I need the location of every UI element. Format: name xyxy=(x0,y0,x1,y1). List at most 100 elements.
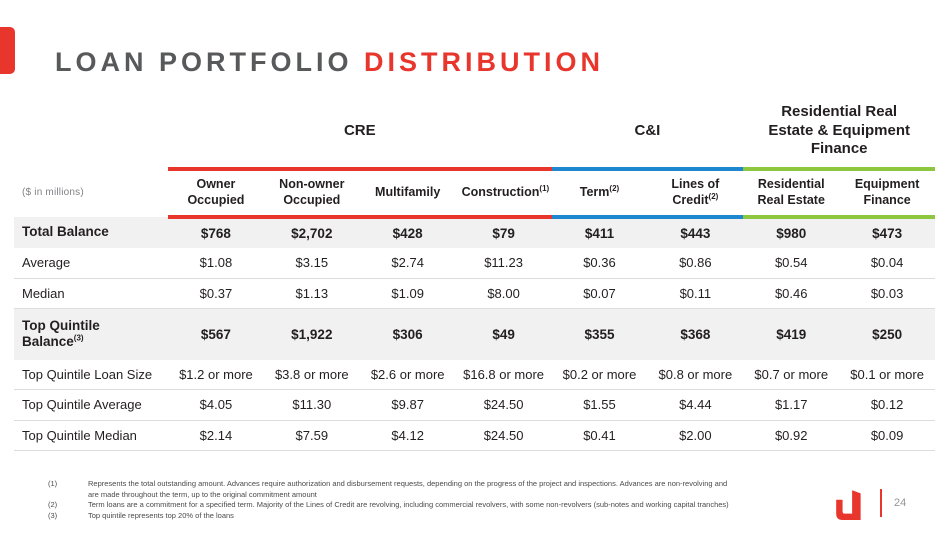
column-header: Non-owner Occupied xyxy=(263,169,360,219)
page-title-red: DISTRIBUTION xyxy=(364,47,604,78)
value-cell: $1.2 or more xyxy=(168,359,264,391)
footnote: (2) Term loans are a commitment for a spe… xyxy=(48,500,736,511)
loan-portfolio-table: CRE C&I Residential Real Estate & Equipmen… xyxy=(14,95,936,452)
value-cell: $9.87 xyxy=(359,389,456,421)
value-cell: $567 xyxy=(168,308,264,360)
value-cell: $428 xyxy=(359,217,456,248)
footnote-text: Term loans are a commitment for a specif… xyxy=(88,500,729,509)
value-cell: $0.37 xyxy=(168,278,264,310)
table-row: Total Balance $768 $2,702 $428 $79 $411 $443 $9… xyxy=(14,217,936,248)
value-cell: $24.50 xyxy=(455,420,552,452)
value-cell: $2.74 xyxy=(359,248,456,279)
value-cell: $0.04 xyxy=(839,248,936,279)
value-cell: $306 xyxy=(359,308,456,360)
row-label: Top Quintile Median xyxy=(14,420,168,452)
value-cell: $79 xyxy=(455,217,552,248)
value-cell: $419 xyxy=(743,308,840,360)
value-cell: $1.17 xyxy=(743,389,840,421)
table-row: Top Quintile Loan Size $1.2 or more $3.8 o… xyxy=(14,359,936,391)
value-cell: $49 xyxy=(455,308,552,360)
value-cell: $473 xyxy=(839,217,936,248)
value-cell: $4.12 xyxy=(359,420,456,452)
column-header: Multifamily xyxy=(359,169,456,219)
row-label: Total Balance xyxy=(14,217,168,248)
table-row: Top Quintile Median $2.14 $7.59 $4.12 $24.50… xyxy=(14,420,936,452)
page-number: 24 xyxy=(894,497,907,509)
column-header: Equipment Finance xyxy=(839,169,936,219)
column-header: Owner Occupied xyxy=(168,169,264,219)
table-head: CRE C&I Residential Real Estate & Equipmen… xyxy=(14,95,936,219)
value-cell: $2.00 xyxy=(647,420,744,452)
footer-divider xyxy=(880,489,882,517)
value-cell: $0.86 xyxy=(647,248,744,279)
unit-label: ($ in millions) xyxy=(22,186,84,198)
value-cell: $2,702 xyxy=(263,217,360,248)
group-header: CRE xyxy=(168,95,552,171)
table-body: Total Balance $768 $2,702 $428 $79 $411 $443 $9… xyxy=(14,217,936,452)
table-row: Median $0.37 $1.13 $1.09 $8.00 $0.07 $0.11 $0.4… xyxy=(14,278,936,310)
column-header: Term(2) xyxy=(551,169,648,219)
page-title-gray: LOAN PORTFOLIO xyxy=(55,47,364,78)
value-cell: $8.00 xyxy=(455,278,552,310)
column-header-row: ($ in millions) Owner Occupied Non-owner O… xyxy=(14,169,936,219)
value-cell: $0.41 xyxy=(551,420,648,452)
row-label: Top Quintile Loan Size xyxy=(14,359,168,391)
footnote: (1) Represents the total outstanding amou… xyxy=(48,479,736,500)
footnote-ref: (1) xyxy=(539,184,550,194)
value-cell: $0.1 or more xyxy=(839,359,936,391)
value-cell: $3.15 xyxy=(263,248,360,279)
value-cell: $0.7 or more xyxy=(743,359,840,391)
value-cell: $11.23 xyxy=(455,248,552,279)
group-header-row: CRE C&I Residential Real Estate & Equipmen… xyxy=(14,95,936,171)
value-cell: $411 xyxy=(551,217,648,248)
value-cell: $0.46 xyxy=(743,278,840,310)
value-cell: $980 xyxy=(743,217,840,248)
group-header: Residential Real Estate & Equipment Fina… xyxy=(743,95,936,171)
table-row: Average $1.08 $3.15 $2.74 $11.23 $0.36 $0.86 $0… xyxy=(14,248,936,279)
value-cell: $1,922 xyxy=(263,308,360,360)
footnote-marker: (3) xyxy=(48,510,58,520)
value-cell: $0.07 xyxy=(551,278,648,310)
value-cell: $0.8 or more xyxy=(647,359,744,391)
footnote-ref: (3) xyxy=(73,333,84,343)
group-header: C&I xyxy=(551,95,744,171)
value-cell: $0.12 xyxy=(839,389,936,421)
footnote-marker: (2) xyxy=(48,500,58,509)
table-row: Top Quintile Average $4.05 $11.30 $9.87 $24.… xyxy=(14,389,936,421)
value-cell: $0.92 xyxy=(743,420,840,452)
value-cell: $4.05 xyxy=(168,389,264,421)
value-cell: $443 xyxy=(647,217,744,248)
value-cell: $250 xyxy=(839,308,936,360)
brand-accent-tab xyxy=(0,27,15,74)
value-cell: $4.44 xyxy=(647,389,744,421)
value-cell: $368 xyxy=(647,308,744,360)
table-corner xyxy=(14,95,168,169)
value-cell: $3.8 or more xyxy=(263,359,360,391)
company-logo-icon xyxy=(836,490,861,520)
footnote-ref: (2) xyxy=(609,184,620,194)
row-label: Average xyxy=(14,248,168,279)
row-label: Median xyxy=(14,278,168,310)
footnote: (3) Top quintile represents top 20% of th… xyxy=(48,511,736,522)
value-cell: $0.36 xyxy=(551,248,648,279)
value-cell: $355 xyxy=(551,308,648,360)
value-cell: $1.09 xyxy=(359,278,456,310)
value-cell: $2.14 xyxy=(168,420,264,452)
footnote-text: Represents the total outstanding amount.… xyxy=(88,479,728,499)
value-cell: $0.54 xyxy=(743,248,840,279)
value-cell: $11.30 xyxy=(263,389,360,421)
value-cell: $0.11 xyxy=(647,278,744,310)
value-cell: $768 xyxy=(168,217,264,248)
column-header: Construction(1) xyxy=(455,169,552,219)
value-cell: $1.08 xyxy=(168,248,264,279)
value-cell: $1.55 xyxy=(551,389,648,421)
value-cell: $1.13 xyxy=(263,278,360,310)
footnote-text: Top quintile represents top 20% of the l… xyxy=(88,510,234,520)
value-cell: $2.6 or more xyxy=(359,359,456,391)
column-header: Residential Real Estate xyxy=(743,169,840,219)
table-row: Top Quintile Balance(3) $567 $1,922 $306 $49… xyxy=(14,308,936,360)
value-cell: $0.2 or more xyxy=(551,359,648,391)
value-cell: $0.03 xyxy=(839,278,936,310)
footnote-marker: (1) xyxy=(48,479,58,488)
footnote-ref: (2) xyxy=(708,191,719,201)
